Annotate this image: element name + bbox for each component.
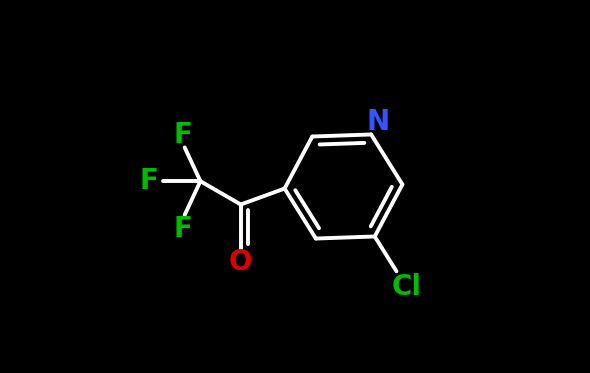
- Text: F: F: [173, 120, 192, 148]
- Text: F: F: [173, 215, 192, 243]
- Text: O: O: [229, 248, 253, 276]
- Text: N: N: [366, 108, 389, 136]
- Text: F: F: [139, 167, 158, 195]
- Text: Cl: Cl: [391, 273, 421, 301]
